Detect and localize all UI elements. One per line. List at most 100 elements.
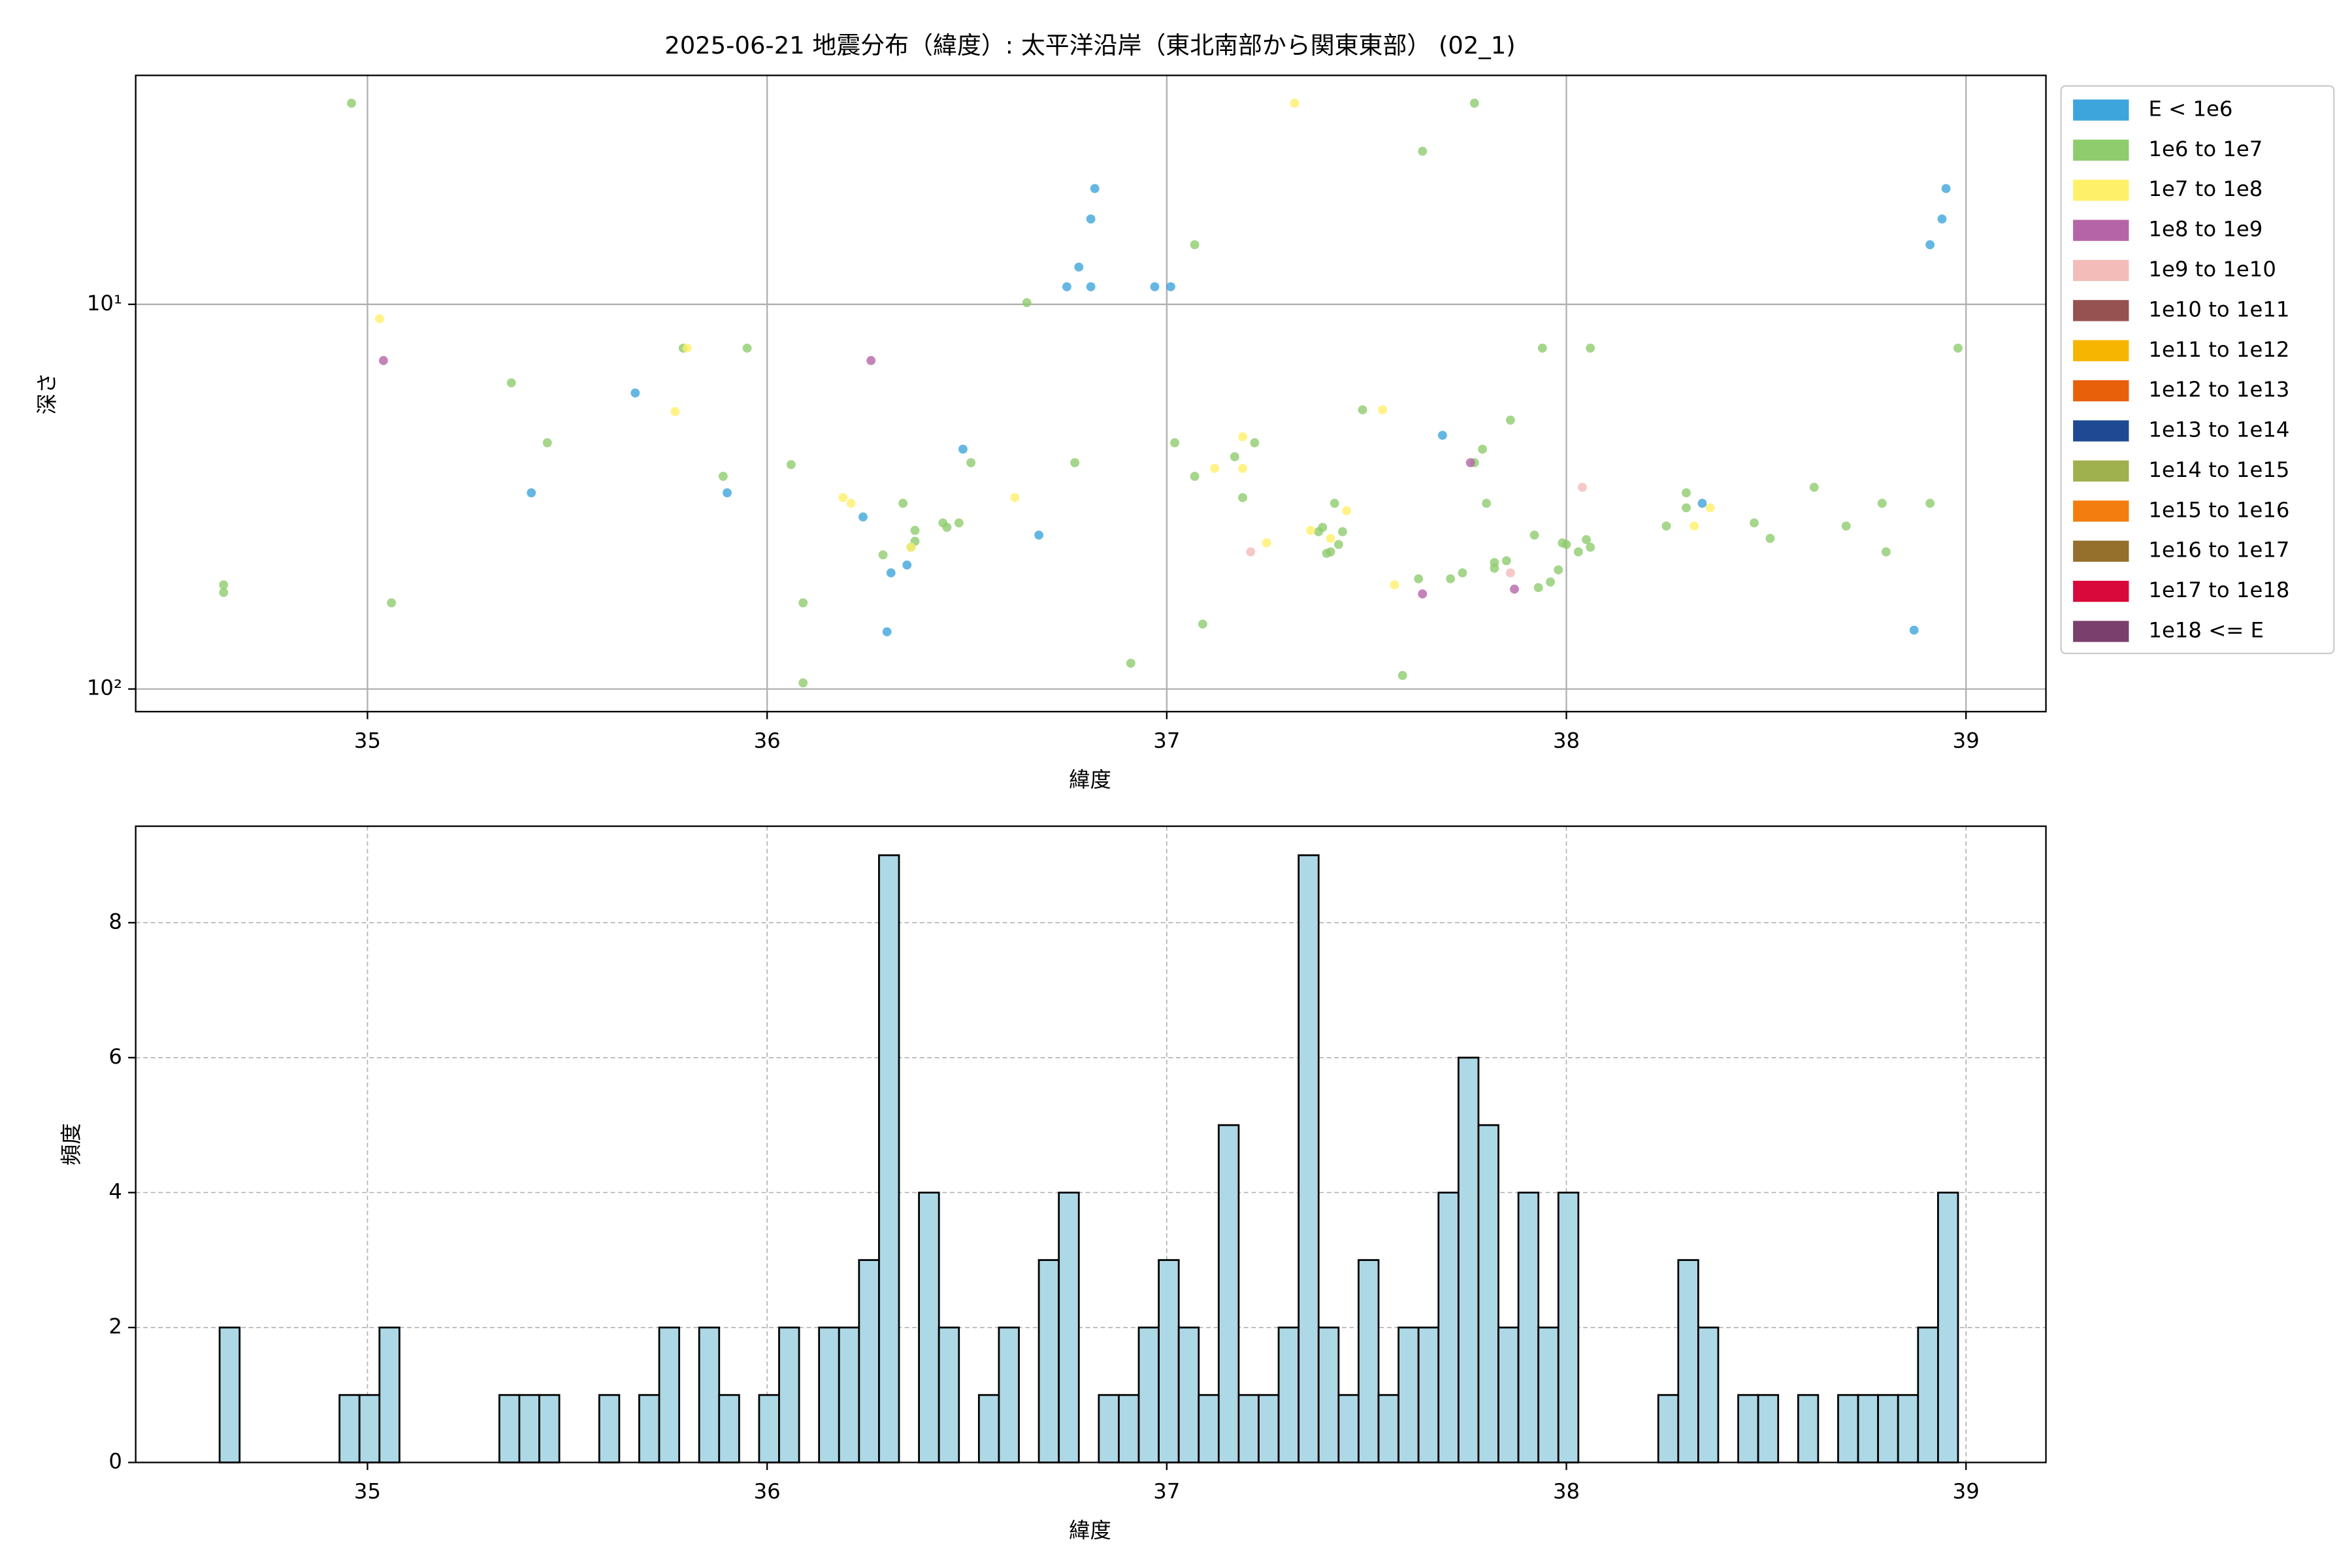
bar <box>1677 1259 1699 1463</box>
legend-label: 1e16 to 1e17 <box>2148 538 2289 563</box>
point <box>1881 547 1891 557</box>
point <box>958 444 968 454</box>
point <box>1338 527 1347 536</box>
point <box>1437 431 1447 440</box>
legend-swatch <box>2073 139 2129 161</box>
bar <box>758 1394 780 1463</box>
point <box>1306 525 1315 535</box>
legend-label: 1e6 to 1e7 <box>2148 137 2262 161</box>
point <box>1546 577 1555 587</box>
point <box>1390 580 1399 590</box>
bar <box>718 1394 740 1463</box>
bar <box>998 1326 1020 1463</box>
point <box>1925 498 1935 508</box>
point <box>1022 298 1032 308</box>
bar <box>1437 1191 1460 1463</box>
point <box>1482 498 1492 508</box>
point <box>1446 574 1456 583</box>
legend-swatch <box>2073 220 2129 241</box>
point <box>1505 568 1515 578</box>
point <box>1877 498 1887 508</box>
point <box>1909 625 1919 635</box>
legend-box <box>2060 85 2335 655</box>
bar <box>358 1394 381 1463</box>
point <box>1418 146 1428 156</box>
point <box>1342 506 1352 515</box>
bar <box>518 1394 540 1463</box>
legend-label: 1e10 to 1e11 <box>2148 297 2289 321</box>
point <box>1230 452 1239 462</box>
legend-swatch <box>2073 621 2129 642</box>
point <box>1501 556 1511 566</box>
point <box>347 99 356 108</box>
point <box>1505 416 1515 425</box>
bar <box>378 1326 400 1463</box>
point <box>1529 531 1539 540</box>
point <box>898 498 908 508</box>
point <box>723 488 732 498</box>
point <box>954 518 964 528</box>
bar <box>1118 1394 1140 1463</box>
point <box>902 560 912 570</box>
bar <box>1198 1394 1220 1463</box>
point <box>838 493 848 502</box>
x-axis-label: 緯度 <box>1069 1518 1111 1543</box>
point <box>1086 214 1096 224</box>
point <box>1554 565 1563 575</box>
point <box>379 355 388 365</box>
legend-swatch <box>2073 99 2129 121</box>
legend-label: 1e7 to 1e8 <box>2148 176 2262 201</box>
bar <box>977 1394 1000 1463</box>
point <box>1469 99 1479 108</box>
y-tick-label: 4 <box>108 1179 122 1203</box>
bar <box>598 1394 621 1463</box>
bar <box>1537 1326 1560 1463</box>
bar <box>1477 1124 1499 1463</box>
point <box>219 580 229 590</box>
point <box>1582 535 1592 544</box>
bar <box>1397 1326 1420 1463</box>
point <box>1198 619 1207 629</box>
bar <box>1457 1056 1480 1463</box>
point <box>1478 444 1487 454</box>
legend-label: 1e9 to 1e10 <box>2148 257 2276 282</box>
legend-swatch <box>2073 460 2129 482</box>
bar <box>1557 1191 1580 1463</box>
x-tick-label: 39 <box>1953 1479 1980 1504</box>
x-tick-label: 39 <box>1953 728 1980 753</box>
x-tick-label: 36 <box>754 728 781 753</box>
point <box>1358 405 1367 415</box>
point <box>1262 538 1271 547</box>
point <box>1697 498 1707 508</box>
x-tick-label: 36 <box>754 1479 781 1504</box>
point <box>846 498 856 508</box>
x-tick-label: 35 <box>354 728 381 753</box>
y-tick-label: 10¹ <box>87 291 122 316</box>
bar <box>1757 1394 1780 1463</box>
x-tick-label: 38 <box>1553 728 1580 753</box>
point <box>387 598 397 608</box>
bar <box>938 1326 960 1463</box>
point <box>798 678 808 688</box>
bar <box>918 1191 940 1463</box>
point <box>1010 493 1020 502</box>
point <box>718 472 728 482</box>
legend-swatch <box>2073 259 2129 282</box>
chart-title: 2025-06-21 地震分布（緯度）: 太平洋沿岸（東北南部から関東東部） (… <box>664 31 1515 59</box>
y-axis-label: 頻度 <box>59 1123 84 1166</box>
point <box>1074 262 1084 272</box>
point <box>1465 458 1475 468</box>
point <box>1418 589 1428 598</box>
point <box>1458 568 1467 578</box>
point <box>1326 547 1335 557</box>
bar <box>818 1326 840 1463</box>
bar <box>1857 1394 1880 1463</box>
point <box>1190 240 1200 250</box>
legend-swatch <box>2073 300 2129 321</box>
point <box>527 488 536 498</box>
point <box>1750 518 1759 528</box>
point <box>1126 659 1135 668</box>
point <box>878 550 888 560</box>
bar <box>1897 1394 1919 1463</box>
point <box>1238 432 1247 442</box>
